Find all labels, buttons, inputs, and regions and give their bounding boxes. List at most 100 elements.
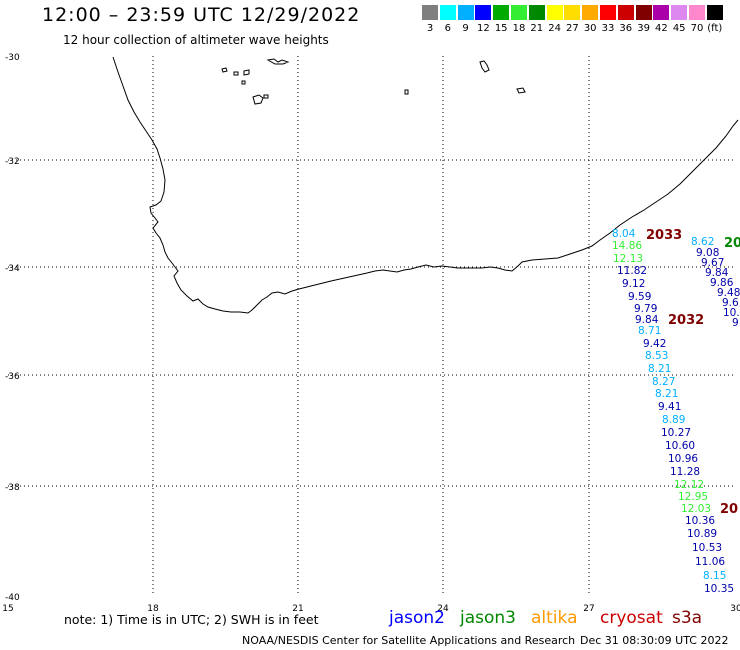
color-scale-label: 70 <box>690 23 704 34</box>
color-scale-label: 21 <box>530 23 544 34</box>
generation-timestamp: Dec 31 08:30:09 UTC 2022 <box>580 634 729 647</box>
color-scale-swatch <box>600 5 616 20</box>
legend-item-jason3: jason3 <box>460 608 516 628</box>
wave-height-reading: 9.79 <box>634 303 657 315</box>
wave-height-reading: 9.48 <box>717 287 740 299</box>
color-scale-label: 39 <box>637 23 650 34</box>
wave-height-reading: 10.60 <box>665 440 695 452</box>
legend-item-cryosat: cryosat <box>600 608 663 628</box>
wave-height-reading: 10.96 <box>668 453 698 465</box>
wave-height-reading: 12.12 <box>674 479 704 491</box>
color-scale-label: 3 <box>426 23 434 34</box>
wave-height-reading: 9.42 <box>643 338 666 350</box>
latitude-tick-label: -38 <box>5 483 20 493</box>
wave-height-reading: 9.84 <box>705 267 729 279</box>
color-scale-swatch <box>671 5 688 20</box>
color-scale-swatch <box>653 5 670 20</box>
color-scale-label: 30 <box>583 23 597 34</box>
wave-height-reading: 9.08 <box>696 247 719 259</box>
color-scale-label: 12 <box>477 23 490 34</box>
wave-height-reading: 12.03 <box>681 503 711 515</box>
wave-height-reading: 11.82 <box>617 265 647 277</box>
longitude-tick-labels: 15 18 21 24 27 30 <box>2 604 740 614</box>
wave-height-readings: 8.0414.8612.1311.829.129.599.799.848.719… <box>612 228 740 595</box>
wave-height-reading: 8.53 <box>645 350 668 362</box>
color-scale-swatch <box>422 5 438 20</box>
color-scale-swatch <box>689 5 705 20</box>
wave-height-reading: 8.15 <box>703 570 726 582</box>
color-scale-label: 24 <box>548 23 561 34</box>
color-scale-swatch <box>511 5 527 20</box>
color-scale-label: 18 <box>512 23 526 34</box>
wave-height-reading: 10.89 <box>687 528 717 540</box>
longitude-tick-label: 30 <box>730 604 740 614</box>
color-scale-label: (ft) <box>707 23 723 34</box>
color-scale-swatch <box>706 5 723 20</box>
color-scale-label: 6 <box>444 23 451 34</box>
track-time-label: 2032 <box>668 313 704 328</box>
islands <box>221 58 526 105</box>
wave-height-reading: 11.28 <box>670 466 700 478</box>
wave-height-reading: 12.13 <box>613 253 643 265</box>
color-scale-swatch <box>439 5 456 20</box>
longitude-tick-label: 27 <box>583 604 594 614</box>
track-time-label: 2033 <box>646 228 682 243</box>
latitude-tick-label: -30 <box>5 53 20 63</box>
map-grid <box>8 56 736 596</box>
wave-height-reading: 9.84 <box>635 314 659 326</box>
wave-height-reading: 9 <box>732 317 739 329</box>
wave-height-reading: 10.35 <box>704 583 734 595</box>
wave-height-reading: 9.41 <box>658 401 681 413</box>
wave-height-reading: 9.6 <box>722 297 739 309</box>
color-scale-swatch <box>546 5 563 20</box>
color-scale-label: 36 <box>619 23 633 34</box>
color-scale-label: 27 <box>566 23 579 34</box>
page-title: 12:00 – 23:59 UTC 12/29/2022 <box>42 4 361 26</box>
color-scale-swatch <box>528 5 545 20</box>
wave-height-reading: 9.59 <box>628 291 651 303</box>
legend-item-s3a: s3a <box>672 608 703 628</box>
page-subtitle: 12 hour collection of altimeter wave hei… <box>63 33 329 47</box>
wave-height-reading: 10. <box>723 307 740 319</box>
wave-height-reading: 9.67 <box>701 257 724 269</box>
track-time-label: 20 <box>720 502 738 517</box>
color-scale-swatch <box>457 5 474 20</box>
longitude-tick-label: 24 <box>437 604 449 614</box>
color-scale-swatch <box>564 5 581 20</box>
color-scale-label: 42 <box>655 23 668 34</box>
color-scale-label: 9 <box>462 23 469 34</box>
legend-item-altika: altika <box>531 608 578 628</box>
legend-item-jason2: jason2 <box>389 608 445 628</box>
latitude-tick-label: -40 <box>5 593 20 603</box>
track-time-label: 20 <box>724 236 740 251</box>
longitude-tick-label: 18 <box>147 604 159 614</box>
longitude-tick-label: 21 <box>292 604 303 614</box>
latitude-tick-label: -36 <box>5 372 20 382</box>
wave-height-reading: 8.71 <box>638 325 661 337</box>
latitude-tick-label: -34 <box>5 264 20 274</box>
color-scale-swatch <box>475 5 492 20</box>
color-scale-swatch <box>493 5 510 20</box>
wave-height-reading: 9.12 <box>622 278 645 290</box>
wave-height-reading: 8.62 <box>691 236 714 248</box>
credit-line: NOAA/NESDIS Center for Satellite Applica… <box>242 634 576 647</box>
wave-height-reading: 8.21 <box>648 363 671 375</box>
coastline <box>112 56 739 314</box>
wave-height-reading: 10.53 <box>692 542 722 554</box>
latitude-tick-labels: -30 -32 -34 -36 -38 -40 <box>5 53 20 603</box>
wave-height-reading: 8.27 <box>652 376 675 388</box>
color-scale-label: 33 <box>601 23 615 34</box>
color-scale-label: 45 <box>672 23 686 34</box>
color-scale-label: 15 <box>494 23 508 34</box>
wave-height-reading: 10.36 <box>685 515 715 527</box>
wave-height-reading: 8.04 <box>612 228 636 240</box>
wave-height-reading: 14.86 <box>612 240 642 252</box>
wave-height-reading: 8.21 <box>655 388 678 400</box>
wave-height-reading: 8.89 <box>662 414 685 426</box>
color-scale-swatch <box>635 5 652 20</box>
wave-height-reading: 12.95 <box>678 491 708 503</box>
latitude-tick-label: -32 <box>5 157 20 167</box>
longitude-tick-label: 15 <box>2 604 13 614</box>
color-scale-swatch <box>582 5 599 20</box>
